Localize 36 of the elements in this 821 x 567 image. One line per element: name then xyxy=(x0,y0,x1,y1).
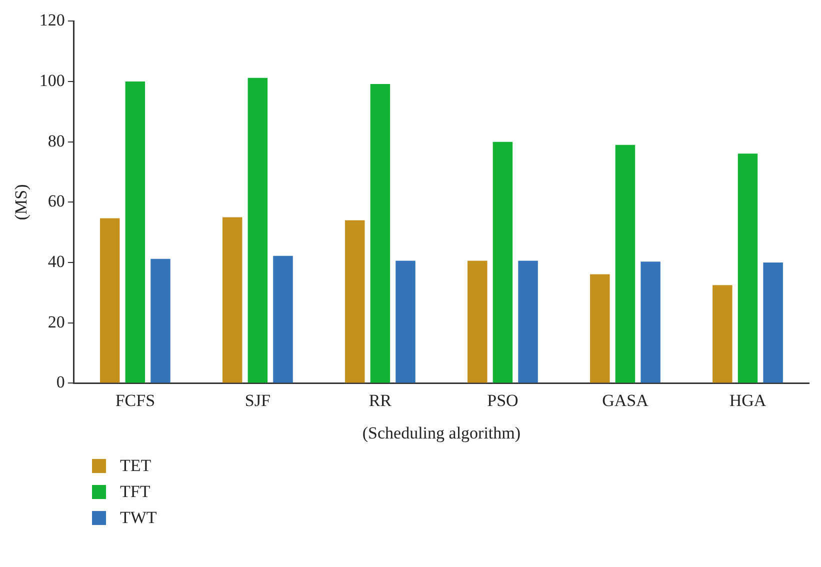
y-tick-label: 60 xyxy=(48,192,65,211)
bar xyxy=(615,144,636,383)
y-tick-label: 80 xyxy=(48,131,65,150)
bar xyxy=(712,285,732,383)
y-tick-label: 20 xyxy=(48,312,65,332)
x-axis-title: (Scheduling algorithm) xyxy=(362,423,521,442)
bar xyxy=(150,258,170,383)
bar xyxy=(100,218,120,383)
bar xyxy=(370,84,390,383)
y-tick-label: 40 xyxy=(48,252,65,271)
y-tick-label: 0 xyxy=(56,372,65,392)
x-tick-label: FCFS xyxy=(115,390,156,410)
bar xyxy=(492,142,513,383)
x-tick-label: HGA xyxy=(729,390,767,410)
y-axis-title: (MS) xyxy=(12,184,31,220)
bar xyxy=(763,262,783,383)
bar xyxy=(738,154,758,383)
y-tick-label: 120 xyxy=(39,10,65,30)
legend-label: TET xyxy=(120,456,152,476)
bar xyxy=(640,262,660,383)
bar xyxy=(222,217,242,383)
legend-label: TWT xyxy=(120,508,157,528)
x-tick-label: GASA xyxy=(602,390,650,410)
x-tick-label: PSO xyxy=(487,390,518,410)
bar xyxy=(518,260,538,383)
bar xyxy=(273,256,293,383)
bar xyxy=(248,78,268,383)
y-tick-label: 100 xyxy=(39,71,65,90)
legend-label: TFT xyxy=(120,482,150,502)
x-tick-label: RR xyxy=(368,390,392,410)
x-tick-label: SJF xyxy=(244,390,270,410)
bar xyxy=(468,260,488,383)
bar xyxy=(590,274,610,383)
bar xyxy=(344,220,365,383)
bar xyxy=(396,260,416,383)
bar xyxy=(125,82,146,383)
